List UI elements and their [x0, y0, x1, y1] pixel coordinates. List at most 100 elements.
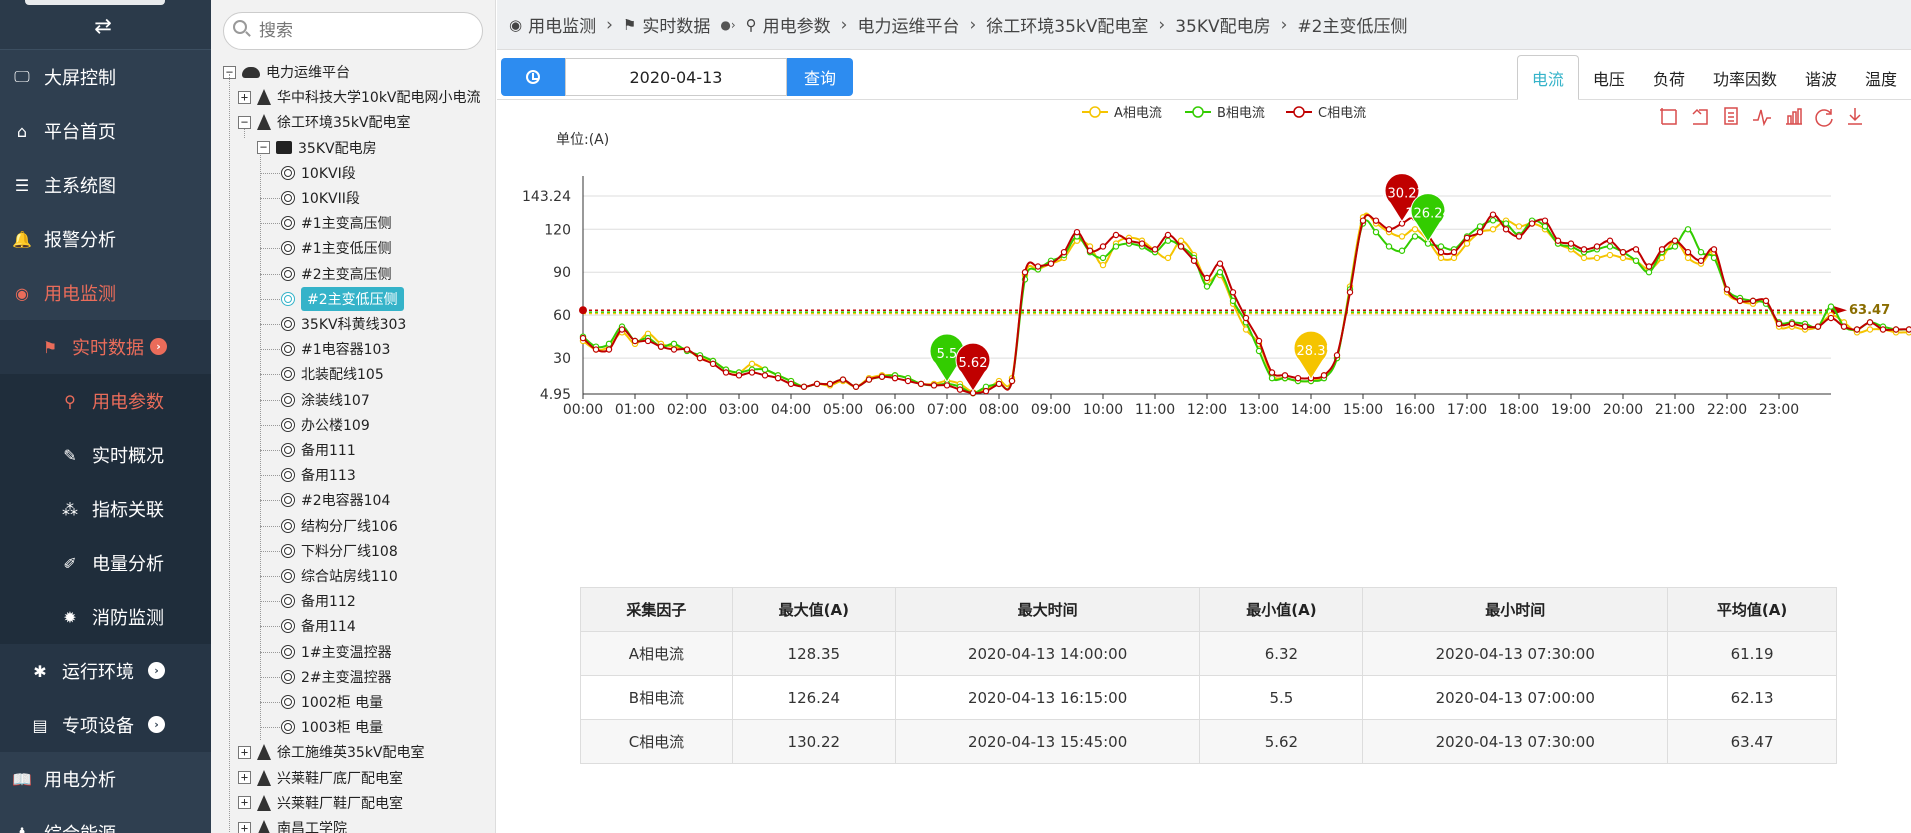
bar-shape	[1786, 108, 1802, 125]
x-tick-label: 05:00	[823, 402, 863, 418]
tree-leaf[interactable]: 1#主变温控器	[281, 640, 392, 664]
sidebar-item-5[interactable]: ⚑ 实时数据 ›	[0, 320, 211, 374]
tree-leaf[interactable]: 1003柜 电量	[281, 715, 383, 739]
series-point	[1671, 237, 1679, 244]
tree-leaf[interactable]: 35KV科黄线303	[281, 312, 406, 336]
sidebar-item-10[interactable]: ✹ 消防监测	[0, 590, 211, 644]
sidebar-item-12[interactable]: ▤ 专项设备 ›	[0, 698, 211, 752]
tree-node[interactable]: + 南昌工学院	[238, 816, 347, 833]
tab-5[interactable]: 温度	[1864, 69, 1897, 89]
sidebar-item-8[interactable]: ⁂ 指标关联	[0, 482, 211, 536]
tree-leaf[interactable]: #1电容器103	[281, 337, 390, 361]
date-picker-button[interactable]	[501, 58, 565, 96]
bar-chart-icon[interactable]	[1786, 108, 1802, 125]
tree-node[interactable]: − 35KV配电房	[257, 136, 377, 160]
tree-leaf[interactable]: #2电容器104	[281, 488, 390, 512]
series-point	[1463, 234, 1471, 242]
sidebar-item-9[interactable]: ✐ 电量分析	[0, 536, 211, 590]
tab-1[interactable]: 电压	[1592, 69, 1625, 89]
sidebar-item-14[interactable]: ♟ 综合能源	[0, 806, 211, 833]
tree-leaf[interactable]: 10KVII段	[281, 186, 360, 210]
series-point	[904, 377, 912, 385]
collapse-box[interactable]: −	[238, 115, 251, 129]
sidebar-item-7[interactable]: ✎ 实时概况	[0, 428, 211, 482]
series-point	[1632, 246, 1640, 253]
tree-leaf[interactable]: 10KVI段	[281, 161, 356, 185]
tree-root[interactable]: − 电力运维平台	[223, 60, 350, 84]
tree-leaf[interactable]: 涂装线107	[281, 388, 370, 412]
sidebar-item-0[interactable]: 🖵 大屏控制	[0, 50, 211, 104]
series-point	[1775, 320, 1783, 327]
tree-leaf[interactable]: #1主变低压侧	[281, 236, 392, 260]
tree-leaf[interactable]: 结构分厂线106	[281, 514, 398, 538]
menu-toggle-icon[interactable]: ⇄	[94, 14, 112, 38]
search-input[interactable]	[259, 14, 469, 48]
sidebar-item-label: 主系统图	[44, 176, 116, 197]
expand-box[interactable]: +	[238, 821, 251, 833]
breadcrumb-item[interactable]: ⚑ 实时数据	[623, 12, 710, 38]
breadcrumb-item[interactable]: ⚲ 用电参数	[746, 12, 831, 38]
tree-leaf[interactable]: 北装配线105	[281, 362, 384, 386]
tree-guide-line	[260, 298, 280, 300]
tree-node[interactable]: + 兴莱鞋厂鞋厂配电室	[238, 791, 403, 815]
zoom-reset-icon[interactable]	[1692, 108, 1708, 125]
tree-node[interactable]: + 兴莱鞋厂底厂配电室	[238, 766, 403, 790]
sidebar-item-label: 消防监测	[92, 608, 164, 629]
tree-leaf[interactable]: 备用113	[281, 463, 356, 487]
breadcrumb-item[interactable]: #2主变低压侧	[1297, 12, 1407, 37]
sidebar-item-3[interactable]: 🔔 报警分析	[0, 212, 211, 266]
series-point	[1502, 226, 1510, 233]
tab-4[interactable]: 谐波	[1804, 69, 1837, 89]
collapse-box[interactable]: −	[257, 141, 270, 155]
expand-box[interactable]: +	[238, 90, 251, 104]
tree-leaf[interactable]: #1主变高压侧	[281, 211, 392, 235]
tree-node[interactable]: + 徐工施维英35kV配电室	[238, 740, 425, 764]
sidebar-item-6[interactable]: ⚲ 用电参数	[0, 374, 211, 428]
tree-node[interactable]: + 华中科技大学10kV配电网小电流	[238, 85, 481, 109]
tree-leaf[interactable]: 办公楼109	[281, 413, 370, 437]
tree-leaf[interactable]: 下料分厂线108	[281, 539, 398, 563]
breadcrumb-item[interactable]: 徐工环境35kV配电室	[986, 12, 1148, 37]
expand-box[interactable]: +	[238, 771, 251, 785]
sidebar-item-13[interactable]: 📖 用电分析	[0, 752, 211, 806]
series-point	[748, 360, 756, 368]
sidebar-item-4[interactable]: ◉ 用电监测	[0, 266, 211, 320]
date-input[interactable]	[565, 58, 787, 96]
marker-pin: 126.24	[1405, 193, 1451, 243]
table-cell: 2020-04-13 14:00:00	[894, 631, 1201, 676]
tree-leaf[interactable]: 备用111	[281, 438, 356, 462]
tree-leaf[interactable]: #2主变低压侧	[281, 286, 404, 311]
table-row: C相电流 130.22 2020-04-13 15:45:00 5.62 2020-04…	[580, 719, 1837, 764]
tab-0[interactable]: 电流	[1516, 55, 1579, 100]
expand-box[interactable]: +	[238, 796, 251, 810]
data-view-icon[interactable]	[1724, 107, 1738, 125]
breadcrumb-item[interactable]: 电力运维平台	[857, 12, 959, 37]
tab-3[interactable]: 功率因数	[1712, 69, 1777, 89]
sidebar-item-11[interactable]: ✱ 运行环境 ›	[0, 644, 211, 698]
line-chart-icon[interactable]	[1753, 109, 1771, 127]
download-icon[interactable]	[1848, 108, 1862, 125]
table-row: A相电流 128.35 2020-04-13 14:00:00 6.32 2020-04…	[580, 631, 1837, 676]
expand-box[interactable]: +	[238, 745, 251, 759]
tree-leaf[interactable]: 2#主变温控器	[281, 665, 392, 689]
series-point	[1398, 233, 1406, 240]
breadcrumb-item[interactable]: ◉ 用电监测	[509, 12, 596, 38]
tree-leaf[interactable]: #2主变高压侧	[281, 262, 392, 286]
restore-icon[interactable]	[1815, 109, 1833, 127]
zoom-icon[interactable]	[1660, 108, 1677, 125]
sidebar-item-1[interactable]: ⌂ 平台首页	[0, 104, 211, 158]
tree-leaf[interactable]: 备用112	[281, 589, 356, 613]
tree-leaf[interactable]: 综合站房线110	[281, 564, 398, 588]
x-tick-label: 13:00	[1239, 402, 1279, 418]
query-button[interactable]: 查询	[787, 58, 853, 96]
sidebar-item-2[interactable]: ☰ 主系统图	[0, 158, 211, 212]
series-point	[1125, 237, 1133, 244]
tree-leaf[interactable]: 备用114	[281, 614, 356, 638]
breadcrumb-item[interactable]: 35KV配电房	[1175, 12, 1270, 37]
power-tower-icon	[257, 744, 271, 761]
tree-node[interactable]: − 徐工环境35kV配电室	[238, 110, 411, 134]
tree-leaf[interactable]: 1002柜 电量	[281, 690, 383, 714]
series-point	[1645, 263, 1653, 270]
tab-2[interactable]: 负荷	[1652, 69, 1685, 89]
archive-icon: ▤	[32, 715, 48, 735]
